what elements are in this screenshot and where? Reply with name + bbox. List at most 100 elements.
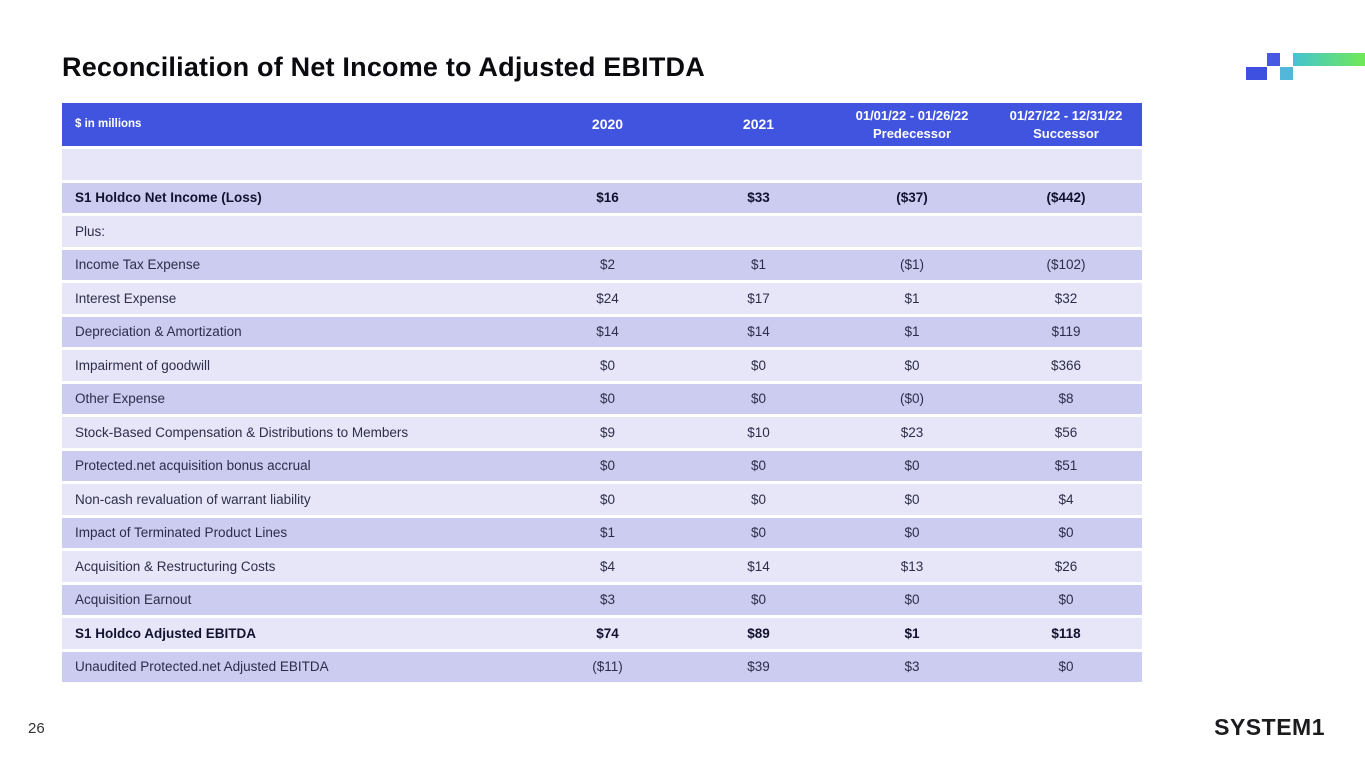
page-number: 26 — [28, 720, 45, 737]
row-value — [532, 149, 683, 180]
row-value: $0 — [532, 383, 683, 414]
row-label: Plus: — [62, 216, 532, 247]
row-label: Stock-Based Compensation & Distributions… — [62, 417, 532, 448]
row-value — [683, 149, 834, 180]
row-value — [990, 216, 1142, 247]
row-value — [532, 216, 683, 247]
row-label: Interest Expense — [62, 283, 532, 314]
table-row — [62, 149, 1142, 180]
table-header-predecessor: 01/01/22 - 01/26/22 Predecessor — [834, 103, 990, 146]
row-value: ($0) — [834, 383, 990, 414]
row-value: $16 — [532, 182, 683, 213]
row-label — [62, 149, 532, 180]
row-value — [683, 216, 834, 247]
row-value: $4 — [990, 484, 1142, 515]
row-value: $1 — [683, 249, 834, 280]
row-value: $24 — [532, 283, 683, 314]
row-value: ($442) — [990, 182, 1142, 213]
row-value — [834, 149, 990, 180]
row-value: $33 — [683, 182, 834, 213]
row-value — [990, 149, 1142, 180]
table-row: Non-cash revaluation of warrant liabilit… — [62, 484, 1142, 515]
row-value: $366 — [990, 350, 1142, 381]
row-value: ($11) — [532, 651, 683, 682]
row-value: $0 — [532, 450, 683, 481]
row-value: $0 — [683, 383, 834, 414]
table-row: Interest Expense $24 $17 $1 $32 — [62, 283, 1142, 314]
row-label: S1 Holdco Adjusted EBITDA — [62, 618, 532, 649]
row-value: $10 — [683, 417, 834, 448]
row-value: $119 — [990, 316, 1142, 347]
row-value: $56 — [990, 417, 1142, 448]
reconciliation-table: $ in millions 2020 2021 01/01/22 - 01/26… — [62, 100, 1142, 685]
row-value: $0 — [834, 584, 990, 615]
row-value: $51 — [990, 450, 1142, 481]
column-header-period: 01/01/22 - 01/26/22 — [855, 107, 969, 123]
row-value: $74 — [532, 618, 683, 649]
row-value: $32 — [990, 283, 1142, 314]
row-value: $2 — [532, 249, 683, 280]
column-header-label: Successor — [1033, 125, 1099, 141]
row-value: $0 — [834, 484, 990, 515]
table-row: S1 Holdco Net Income (Loss) $16 $33 ($37) ($… — [62, 182, 1142, 213]
table-row: Depreciation & Amortization $14 $14 $1 $119 — [62, 316, 1142, 347]
row-value: ($37) — [834, 182, 990, 213]
table-row: Income Tax Expense $2 $1 ($1) ($102) — [62, 249, 1142, 280]
row-value: $1 — [834, 283, 990, 314]
row-value: $0 — [532, 350, 683, 381]
table-row: Unaudited Protected.net Adjusted EBITDA(… — [62, 651, 1142, 682]
row-value: $14 — [683, 551, 834, 582]
row-value: $3 — [532, 584, 683, 615]
row-value: $89 — [683, 618, 834, 649]
row-label: Depreciation & Amortization — [62, 316, 532, 347]
row-label: Protected.net acquisition bonus accrual — [62, 450, 532, 481]
table-row: Stock-Based Compensation & Distributions… — [62, 417, 1142, 448]
table-row: Protected.net acquisition bonus accrual $… — [62, 450, 1142, 481]
row-value: $17 — [683, 283, 834, 314]
row-value: $14 — [532, 316, 683, 347]
table-row: Impairment of goodwill $0 $0 $0 $366 — [62, 350, 1142, 381]
table-row: Acquisition Earnout $3 $0 $0 $0 — [62, 584, 1142, 615]
logo-gradient-bar-icon — [1293, 53, 1365, 66]
row-value: $14 — [683, 316, 834, 347]
row-label: Acquisition Earnout — [62, 584, 532, 615]
row-label: Acquisition & Restructuring Costs — [62, 551, 532, 582]
row-label: Impact of Terminated Product Lines — [62, 517, 532, 548]
row-value: $1 — [834, 316, 990, 347]
row-label: Income Tax Expense — [62, 249, 532, 280]
row-value: $39 — [683, 651, 834, 682]
column-header-label: 2020 — [591, 116, 624, 133]
row-value: $3 — [834, 651, 990, 682]
row-value: $1 — [834, 618, 990, 649]
table-row: Acquisition & Restructuring Costs $4 $14 $1… — [62, 551, 1142, 582]
table-header-2021: 2021 — [683, 103, 834, 146]
logo-violet-square-icon — [1267, 53, 1280, 66]
system1-logo: SYSTEM1 — [1214, 714, 1325, 740]
logo-teal-square-icon — [1280, 67, 1293, 80]
table-row: Other Expense $0 $0 ($0) $8 — [62, 383, 1142, 414]
row-value: ($102) — [990, 249, 1142, 280]
row-value: $0 — [834, 517, 990, 548]
row-value: $0 — [834, 350, 990, 381]
row-value — [834, 216, 990, 247]
row-value: $0 — [990, 651, 1142, 682]
column-header-period: 01/27/22 - 12/31/22 — [1009, 107, 1123, 123]
row-value: $23 — [834, 417, 990, 448]
row-value: $0 — [532, 484, 683, 515]
table-row: Plus: — [62, 216, 1142, 247]
row-label: Other Expense — [62, 383, 532, 414]
row-value: $8 — [990, 383, 1142, 414]
row-value: $0 — [683, 450, 834, 481]
row-value: $0 — [834, 450, 990, 481]
row-value: $26 — [990, 551, 1142, 582]
page-title: Reconciliation of Net Income to Adjusted… — [62, 52, 705, 82]
row-value: $9 — [532, 417, 683, 448]
row-value: $0 — [990, 584, 1142, 615]
row-value: $0 — [683, 350, 834, 381]
table-header-successor: 01/27/22 - 12/31/22 Successor — [990, 103, 1142, 146]
row-value: $0 — [683, 484, 834, 515]
row-value: ($1) — [834, 249, 990, 280]
row-label: Unaudited Protected.net Adjusted EBITDA — [62, 651, 532, 682]
table-header-units: $ in millions — [62, 103, 532, 146]
row-label: Non-cash revaluation of warrant liabilit… — [62, 484, 532, 515]
